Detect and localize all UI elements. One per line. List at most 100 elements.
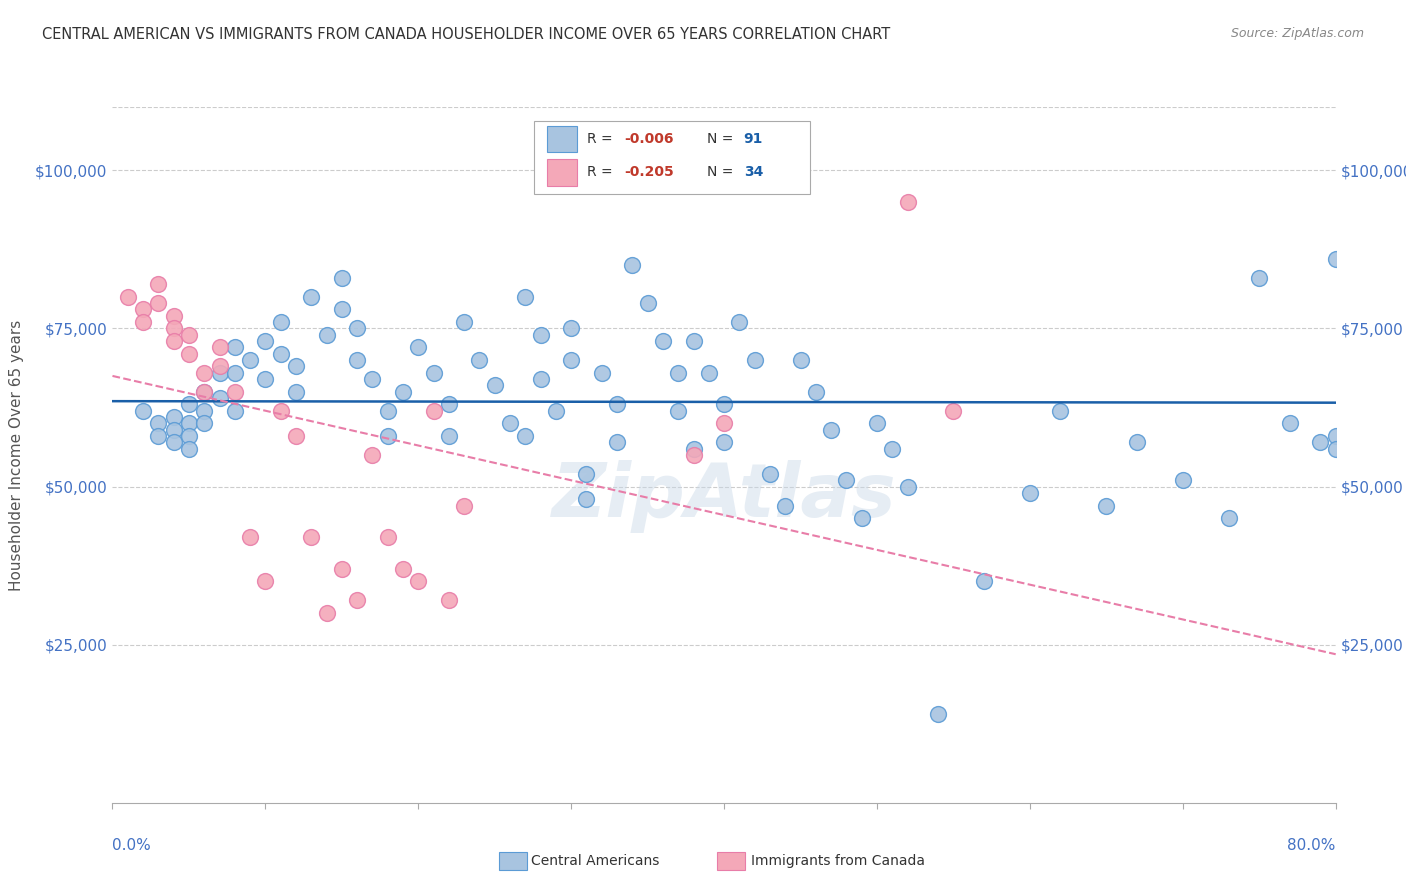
- Text: -0.006: -0.006: [624, 132, 673, 146]
- Point: [163, 309, 186, 323]
- Point: [544, 403, 567, 417]
- Point: [177, 327, 200, 342]
- Point: [897, 479, 920, 493]
- Point: [270, 315, 292, 329]
- Point: [744, 353, 766, 368]
- Text: R =: R =: [588, 132, 617, 146]
- Point: [1278, 417, 1301, 431]
- Point: [408, 340, 430, 354]
- Point: [193, 366, 215, 380]
- Point: [224, 403, 246, 417]
- Text: 0.0%: 0.0%: [112, 838, 152, 853]
- Point: [515, 290, 537, 304]
- Point: [1018, 486, 1040, 500]
- Point: [177, 429, 200, 443]
- Point: [270, 403, 292, 417]
- Point: [377, 429, 399, 443]
- Point: [193, 403, 215, 417]
- Point: [713, 435, 735, 450]
- Point: [1049, 403, 1071, 417]
- Point: [437, 593, 460, 607]
- Point: [330, 270, 353, 285]
- Point: [820, 423, 842, 437]
- Point: [132, 403, 155, 417]
- Point: [713, 417, 735, 431]
- Point: [239, 530, 262, 544]
- Point: [315, 327, 337, 342]
- Point: [652, 334, 675, 348]
- Point: [637, 296, 659, 310]
- Point: [346, 593, 368, 607]
- Point: [330, 562, 353, 576]
- Point: [560, 353, 582, 368]
- Point: [804, 384, 827, 399]
- Point: [239, 353, 262, 368]
- Point: [315, 606, 337, 620]
- Text: 34: 34: [744, 165, 763, 179]
- Point: [484, 378, 506, 392]
- Point: [270, 347, 292, 361]
- Point: [163, 334, 186, 348]
- Point: [621, 258, 644, 272]
- Point: [284, 429, 308, 443]
- Point: [530, 327, 553, 342]
- Point: [177, 417, 200, 431]
- Point: [1095, 499, 1118, 513]
- Point: [377, 530, 399, 544]
- FancyBboxPatch shape: [534, 121, 810, 194]
- Point: [499, 417, 522, 431]
- Point: [284, 384, 308, 399]
- Point: [148, 277, 170, 292]
- Point: [148, 417, 170, 431]
- Point: [728, 315, 751, 329]
- Point: [453, 315, 475, 329]
- Point: [713, 397, 735, 411]
- Point: [606, 435, 628, 450]
- Bar: [547, 159, 578, 186]
- Point: [132, 315, 155, 329]
- Point: [789, 353, 811, 368]
- Point: [453, 499, 475, 513]
- Text: Central Americans: Central Americans: [531, 854, 659, 868]
- Point: [666, 366, 689, 380]
- Point: [437, 429, 460, 443]
- Point: [422, 366, 444, 380]
- Point: [515, 429, 537, 443]
- Point: [346, 321, 368, 335]
- Text: ZipAtlas: ZipAtlas: [551, 460, 897, 533]
- Point: [254, 334, 277, 348]
- Point: [224, 366, 246, 380]
- Point: [377, 403, 399, 417]
- Point: [1324, 252, 1347, 266]
- Point: [284, 359, 308, 374]
- Point: [530, 372, 553, 386]
- Point: [392, 562, 415, 576]
- Point: [851, 511, 873, 525]
- Point: [361, 372, 384, 386]
- Text: 80.0%: 80.0%: [1288, 838, 1336, 853]
- Text: N =: N =: [707, 132, 738, 146]
- Point: [422, 403, 444, 417]
- Point: [437, 397, 460, 411]
- Point: [1309, 435, 1331, 450]
- Text: R =: R =: [588, 165, 617, 179]
- Point: [177, 347, 200, 361]
- Point: [330, 302, 353, 317]
- Bar: [547, 126, 578, 153]
- Point: [575, 492, 598, 507]
- Point: [117, 290, 139, 304]
- Point: [224, 384, 246, 399]
- Point: [1324, 442, 1347, 456]
- Point: [759, 467, 782, 481]
- Point: [1324, 429, 1347, 443]
- Point: [163, 423, 186, 437]
- Point: [163, 409, 186, 424]
- Point: [1126, 435, 1149, 450]
- Point: [468, 353, 491, 368]
- Point: [177, 397, 200, 411]
- Point: [1171, 473, 1194, 487]
- Point: [299, 530, 322, 544]
- Point: [177, 442, 200, 456]
- Point: [606, 397, 628, 411]
- Point: [163, 321, 186, 335]
